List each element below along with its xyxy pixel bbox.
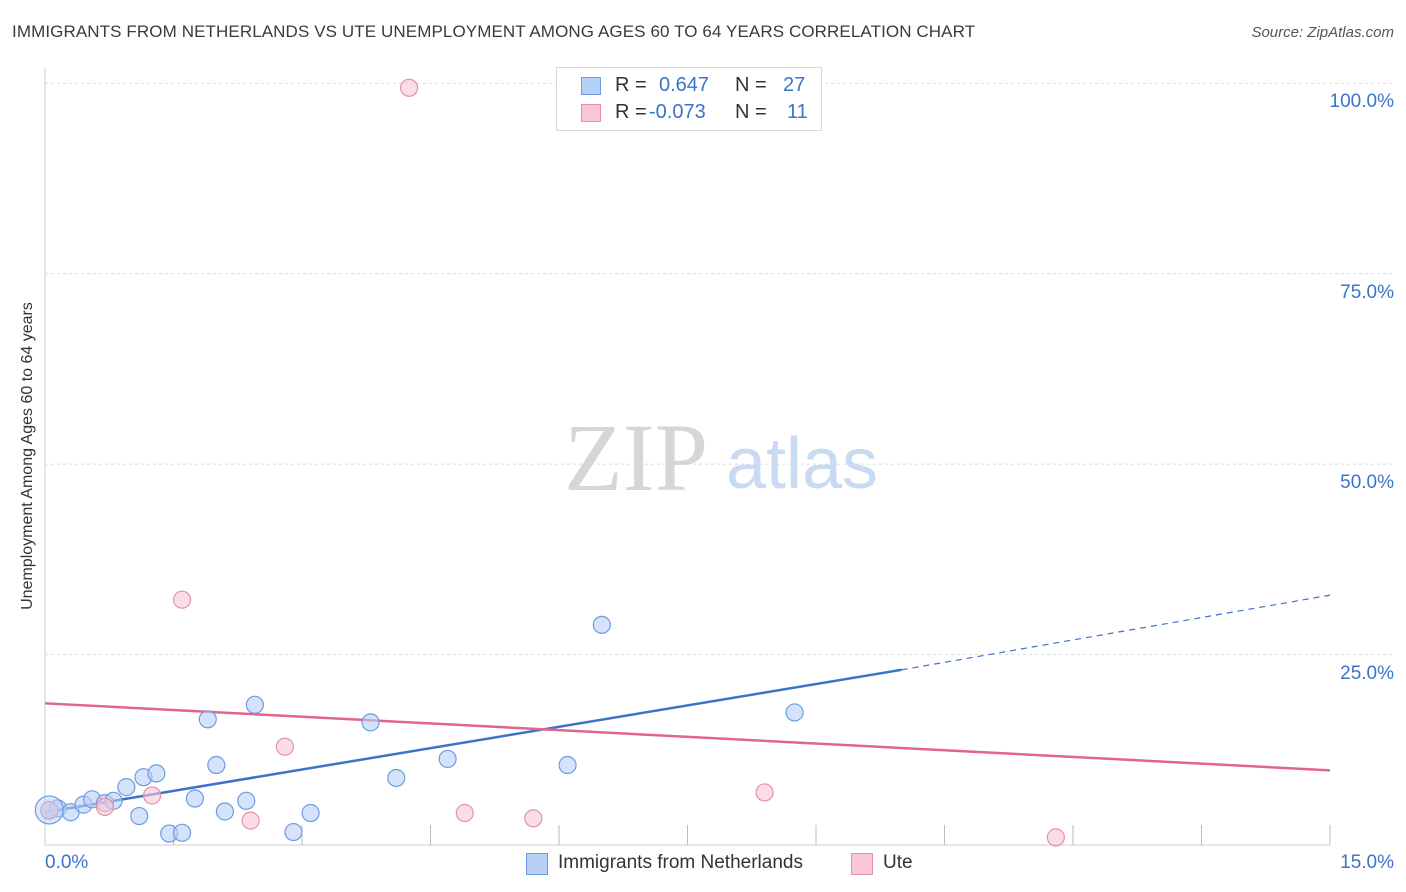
point-netherlands bbox=[117, 778, 136, 797]
watermark: ZIP atlas bbox=[564, 404, 878, 511]
legend-swatch-netherlands bbox=[581, 77, 601, 95]
legend-swatch-ute bbox=[581, 104, 601, 122]
point-netherlands bbox=[172, 823, 192, 842]
y-tick-label: 50.0% bbox=[1340, 472, 1394, 494]
point-netherlands bbox=[130, 806, 149, 826]
bottom-legend-label: Ute bbox=[883, 852, 913, 873]
point-netherlands bbox=[558, 755, 577, 775]
point-ute bbox=[399, 78, 419, 97]
point-ute bbox=[455, 803, 474, 823]
bottom-legend-label: Immigrants from Netherlands bbox=[558, 852, 803, 873]
y-tick-label: 75.0% bbox=[1340, 281, 1394, 303]
legend-r-label: R = bbox=[615, 74, 647, 96]
legend-r-label: R = bbox=[615, 101, 647, 123]
point-netherlands bbox=[245, 695, 264, 714]
point-netherlands bbox=[284, 822, 303, 842]
trend-line-ute bbox=[44, 702, 1331, 772]
source-label: Source: ZipAtlas.com bbox=[1251, 24, 1394, 41]
x-tick-label: 0.0% bbox=[45, 852, 89, 873]
point-netherlands bbox=[301, 803, 320, 823]
point-ute bbox=[142, 786, 162, 805]
point-ute bbox=[275, 737, 294, 756]
trend-lines bbox=[44, 594, 1331, 814]
point-ute bbox=[755, 783, 774, 802]
point-netherlands-cluster bbox=[34, 795, 64, 825]
legend-r-value: -0.073 bbox=[649, 101, 706, 123]
point-ute bbox=[172, 590, 192, 609]
point-netherlands bbox=[438, 749, 457, 769]
point-netherlands bbox=[785, 703, 804, 722]
point-netherlands bbox=[185, 789, 205, 808]
y-tick-label: 25.0% bbox=[1340, 662, 1394, 684]
point-ute bbox=[1046, 828, 1065, 847]
point-netherlands bbox=[592, 615, 611, 634]
trend-line-netherlands-extension bbox=[901, 594, 1331, 671]
legend-n-label: N = bbox=[735, 101, 767, 123]
x-tick-label: 15.0% bbox=[1340, 852, 1394, 873]
point-netherlands bbox=[147, 764, 166, 783]
chart-title: IMMIGRANTS FROM NETHERLANDS VS UTE UNEMP… bbox=[12, 22, 976, 41]
legend-n-value: 27 bbox=[783, 74, 806, 96]
point-netherlands bbox=[198, 710, 217, 729]
legend-n-label: N = bbox=[735, 74, 767, 96]
legend-r-value: 0.647 bbox=[659, 74, 710, 96]
watermark-atlas: atlas bbox=[726, 424, 878, 504]
point-netherlands bbox=[207, 755, 226, 775]
point-netherlands bbox=[387, 768, 406, 788]
point-netherlands bbox=[361, 713, 380, 732]
legend-n-value: 11 bbox=[787, 101, 808, 123]
point-ute bbox=[95, 797, 115, 817]
watermark-zip: ZIP bbox=[564, 404, 708, 511]
point-netherlands bbox=[237, 791, 256, 810]
point-ute bbox=[241, 811, 260, 830]
data-points bbox=[34, 78, 1065, 847]
bottom-legend-swatch-netherlands bbox=[526, 853, 548, 875]
point-ute bbox=[524, 809, 543, 828]
grid-layer bbox=[44, 68, 1395, 846]
bottom-legend-swatch-ute bbox=[851, 853, 873, 875]
y-tick-label: 100.0% bbox=[1329, 91, 1394, 113]
stats-legend: R = 0.647 N = 27 R = -0.073 N = 11 bbox=[556, 67, 822, 131]
trend-line-netherlands bbox=[44, 668, 902, 814]
point-netherlands bbox=[215, 802, 234, 821]
